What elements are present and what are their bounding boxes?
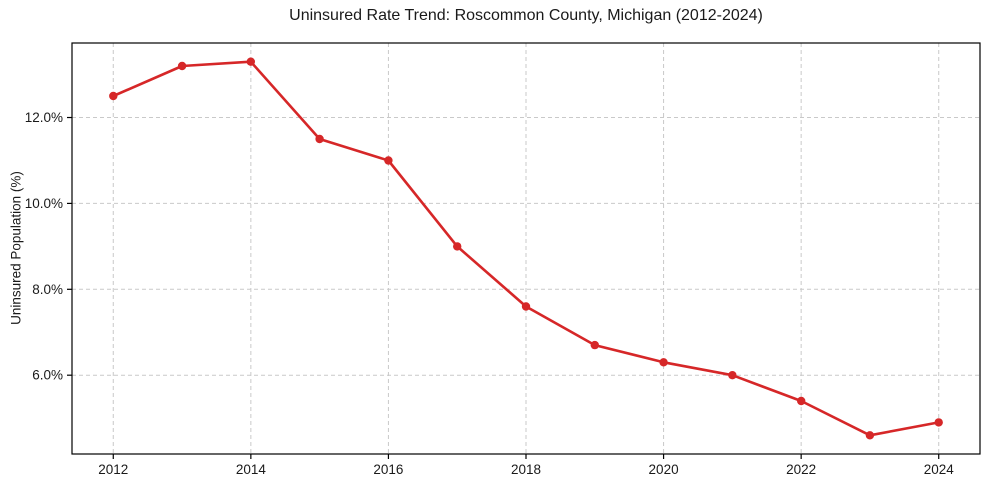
data-point-2016: [384, 156, 393, 165]
y-tick-label: 12.0%: [25, 110, 63, 125]
x-tick-label: 2016: [373, 462, 403, 477]
x-tick-label: 2024: [924, 462, 955, 477]
data-point-2021: [728, 371, 737, 380]
y-axis-label: Uninsured Population (%): [8, 171, 24, 325]
data-point-2020: [659, 358, 668, 367]
x-tick-label: 2020: [649, 462, 679, 477]
data-point-2022: [797, 396, 806, 406]
data-point-2015: [315, 134, 324, 144]
data-point-2013: [177, 61, 187, 71]
data-point-2014: [246, 57, 255, 66]
y-tick-label: 6.0%: [32, 368, 63, 383]
data-point-2012: [109, 91, 118, 101]
data-point-2017: [453, 242, 462, 251]
data-point-2024: [934, 418, 943, 427]
data-point-2019: [590, 340, 599, 350]
axes-spines: [71, 42, 981, 455]
x-tick-label: 2018: [511, 462, 541, 477]
chart-title: Uninsured Rate Trend: Roscommon County, …: [289, 7, 763, 24]
y-tick-label: 10.0%: [25, 196, 63, 211]
x-tick-label: 2014: [236, 462, 267, 477]
data-point-2023: [865, 431, 875, 440]
data-point-2018: [521, 302, 531, 311]
x-tick-label: 2022: [786, 462, 816, 477]
x-tick-label: 2012: [98, 462, 128, 477]
y-tick-label: 8.0%: [32, 282, 63, 297]
